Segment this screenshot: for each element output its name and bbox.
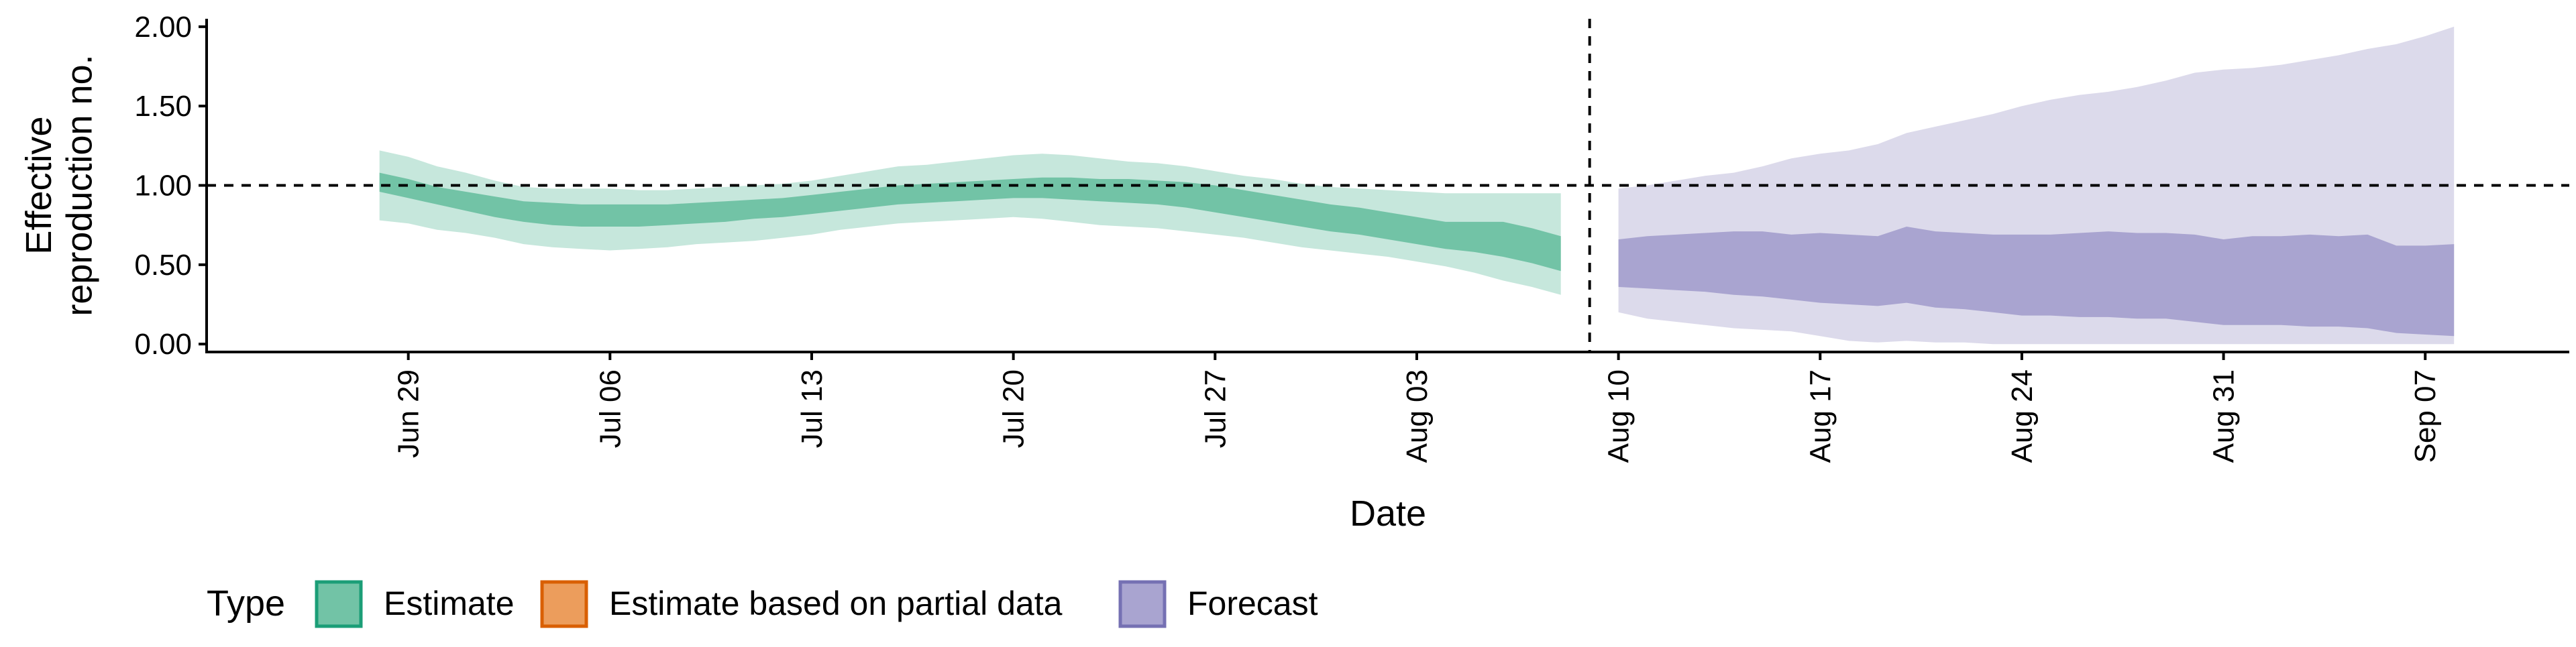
y-tick-label: 1.50 bbox=[134, 90, 192, 123]
legend-key-estimate bbox=[315, 580, 363, 628]
y-tick-label: 1.00 bbox=[134, 170, 192, 202]
legend-key-forecast bbox=[1118, 580, 1167, 628]
legend-title: Type bbox=[207, 583, 285, 624]
legend-label-forecast: Forecast bbox=[1187, 585, 1318, 622]
x-tick-label: Aug 31 bbox=[2208, 369, 2241, 463]
x-axis-title: Date bbox=[1350, 493, 1426, 534]
y-tick-label: 0.00 bbox=[134, 328, 192, 361]
legend: Type Estimate Estimate based on partial da… bbox=[207, 580, 1318, 628]
legend-label-estimate: Estimate bbox=[384, 585, 515, 622]
y-axis-title: Effectivereproduction no. bbox=[19, 54, 99, 316]
x-tick-label: Aug 10 bbox=[1603, 369, 1635, 463]
x-tick-label: Jul 13 bbox=[796, 369, 828, 448]
forecast-50ci-band bbox=[1618, 227, 2455, 337]
x-tick-label: Jun 29 bbox=[392, 369, 425, 458]
estimate-90ci-band bbox=[379, 150, 1561, 295]
x-tick-label: Jul 06 bbox=[594, 369, 627, 448]
x-tick-label: Aug 03 bbox=[1401, 369, 1434, 463]
legend-label-estimate-based-on-partial-data: Estimate based on partial data bbox=[609, 585, 1063, 622]
axes: 0.00 0.50 1.00 1.50 2.00 Jun 29 Jul 06 Jul 13 Ju… bbox=[19, 11, 2569, 534]
y-tick-label: 0.50 bbox=[134, 249, 192, 282]
x-tick-label: Jul 20 bbox=[998, 369, 1030, 448]
legend-key-estimate-based-on-partial-data bbox=[540, 580, 588, 628]
x-tick-label: Aug 17 bbox=[1804, 369, 1837, 463]
band-layer bbox=[379, 26, 2455, 345]
x-tick-label: Jul 27 bbox=[1199, 369, 1232, 448]
x-tick-label: Sep 07 bbox=[2409, 369, 2442, 463]
y-tick-label: 2.00 bbox=[134, 11, 192, 44]
reference-lines bbox=[207, 19, 2569, 352]
estimate-50ci-band bbox=[379, 172, 1561, 272]
x-tick-label: Aug 24 bbox=[2006, 369, 2039, 463]
